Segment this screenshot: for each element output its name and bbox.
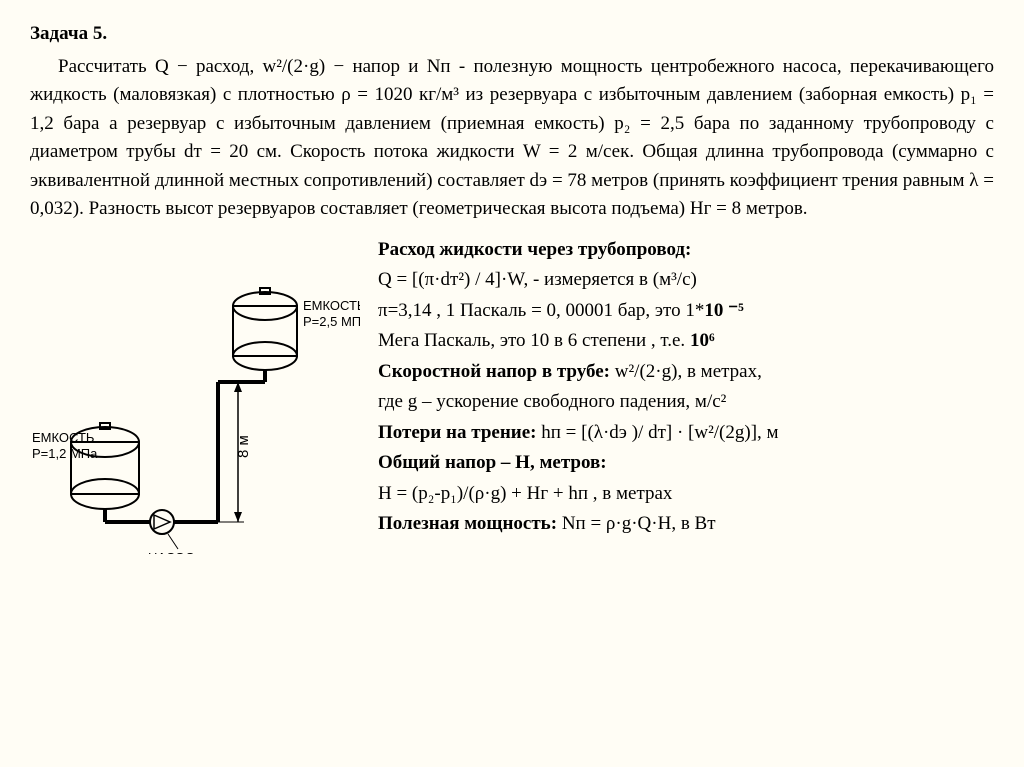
sol-g-note: где g – ускорение свободного падения, м/… xyxy=(378,388,994,417)
solution-block: Расход жидкости через трубопровод: Q = [… xyxy=(378,234,994,541)
sol-power: Полезная мощность: Nᴨ = ρ·g·Q·H, в Вт xyxy=(378,510,994,539)
tank1-label1: ЕМКОСТЬ xyxy=(32,430,94,445)
problem-statement: Рассчитать Q − расход, w²/(2·g) − напор … xyxy=(30,53,994,224)
sol-mega-line: Мега Паскаль, это 10 в 6 степени , т.е. … xyxy=(378,327,994,356)
height-dimension: 8 м xyxy=(218,382,252,522)
sol-pi-line: π=3,14 , 1 Паскаль = 0, 00001 бар, это 1… xyxy=(378,297,994,326)
pump-diagram: ЕМКОСТЬ P=2,5 МПа ЕМКОСТЬ P=1,2 МПа xyxy=(30,234,360,554)
tank1-label2: P=1,2 МПа xyxy=(32,446,98,461)
tank2-label2: P=2,5 МПа xyxy=(303,314,360,329)
sol-velocity-head: Скоростной напор в трубе: w²/(2·g), в ме… xyxy=(378,358,994,387)
sol-total-head: Общий напор – H, метров: xyxy=(378,452,607,473)
sol-H-formula: H = (p₂-p₁)/(ρ·g) + Hг + hп , в метрах xyxy=(378,480,994,509)
sol-flow-formula: Q = [(π·dт²) / 4]·W, - измеряется в (м³/… xyxy=(378,266,994,295)
tank-lower: ЕМКОСТЬ P=1,2 МПа xyxy=(32,423,139,509)
tank2-label1: ЕМКОСТЬ xyxy=(303,298,360,313)
sol-heading-flow: Расход жидкости через трубопровод: xyxy=(378,239,691,260)
lower-section: ЕМКОСТЬ P=2,5 МПа ЕМКОСТЬ P=1,2 МПа xyxy=(30,234,994,554)
pump-symbol: НАСОС xyxy=(148,510,194,554)
tank-upper: ЕМКОСТЬ P=2,5 МПа xyxy=(233,288,360,370)
problem-title: Задача 5. xyxy=(30,20,994,49)
pump-label: НАСОС xyxy=(148,550,194,554)
problem-text: Рассчитать Q − расход, w²/(2·g) − напор … xyxy=(30,56,994,220)
height-value: 8 м xyxy=(235,435,252,458)
sol-friction: Потери на трение: hп = [(λ·dэ )/ dт] · [… xyxy=(378,419,994,448)
